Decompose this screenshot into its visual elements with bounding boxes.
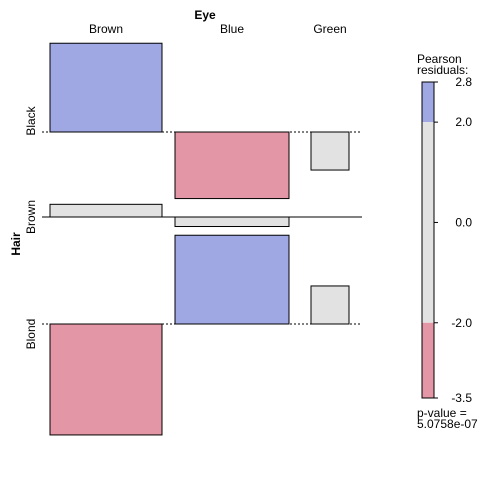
bar-black-blue xyxy=(174,131,290,200)
legend-positive-swatch xyxy=(422,82,434,123)
y-axis-title: Hair xyxy=(9,232,23,256)
legend-tick-label-2-8: 2.8 xyxy=(455,75,472,89)
y-tick-label-blond: Blond xyxy=(24,319,38,350)
bar-blond-brown xyxy=(49,323,163,436)
legend-title-line-2: residuals: xyxy=(417,63,468,77)
legend-negative-swatch xyxy=(422,322,434,398)
bar-black-brown xyxy=(49,42,163,133)
bar-black-green xyxy=(310,131,350,171)
legend-neutral-swatch xyxy=(422,122,434,323)
p-value-line-2: 5.0758e-07 xyxy=(417,417,478,431)
legend-tick-label-0-0: 0.0 xyxy=(455,215,472,229)
y-tick-label-black: Black xyxy=(24,105,38,135)
legend-tick-label-2-0: 2.0 xyxy=(455,115,472,129)
legend-tick-label--2-0: -2.0 xyxy=(451,316,472,330)
legend-colorbar-frame xyxy=(421,81,435,399)
y-tick-label-brown: Brown xyxy=(24,200,38,234)
bar-brown-brown xyxy=(49,203,163,218)
plot-area: Brown Blue Green Black Brown Blond xyxy=(24,22,362,436)
bar-blond-green xyxy=(310,285,350,325)
p-value-line-1: p-value = xyxy=(417,406,467,420)
bar-blond-blue xyxy=(174,234,290,325)
legend-tick-label--3-5: -3.5 xyxy=(451,391,472,405)
x-tick-label-green: Green xyxy=(313,22,346,36)
x-tick-label-brown: Brown xyxy=(89,22,123,36)
bar-brown-blue xyxy=(174,216,290,228)
legend-title-line-1: Pearson xyxy=(417,52,462,66)
x-tick-label-blue: Blue xyxy=(220,22,244,36)
x-axis-title: Eye xyxy=(194,8,216,22)
